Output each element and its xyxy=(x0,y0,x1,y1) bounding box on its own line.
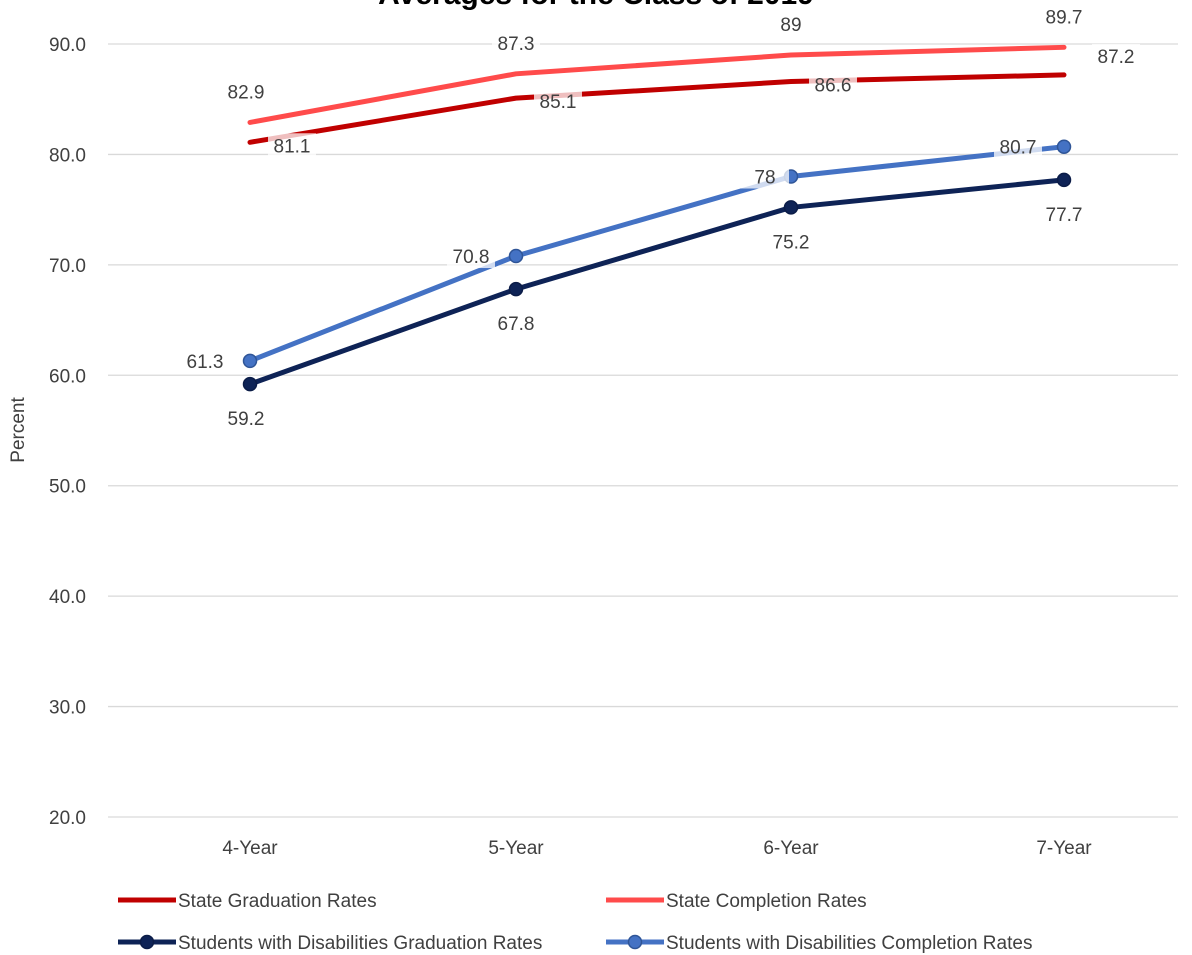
legend-label: State Completion Rates xyxy=(666,891,867,912)
data-label: 85.1 xyxy=(540,92,577,113)
data-point xyxy=(242,376,258,392)
data-label: 67.8 xyxy=(498,314,535,335)
y-tick-label: 50.0 xyxy=(49,477,86,498)
x-tick-label: 4-Year xyxy=(222,838,278,859)
data-label-bg xyxy=(1040,4,1088,29)
data-point xyxy=(508,281,524,297)
data-label: 80.7 xyxy=(1000,138,1037,159)
data-label-bg xyxy=(767,229,815,254)
data-point xyxy=(508,248,524,264)
data-label-bg xyxy=(492,311,540,336)
gridlines xyxy=(108,43,1178,818)
data-point xyxy=(783,200,799,215)
data-point xyxy=(1056,139,1072,154)
data-label-bg xyxy=(492,30,540,55)
data-point xyxy=(1056,172,1072,188)
y-axis-ticks: 20.0 30.0 40.0 50.0 60.0 70.0 80.0 90.0 xyxy=(49,35,86,829)
data-label-bg xyxy=(222,406,270,431)
data-labels: 81.1 85.1 86.6 87.2 82.9 87.3 89 89.7 59.2 67.8 75… xyxy=(181,4,1140,431)
x-tick-label: 5-Year xyxy=(488,838,544,859)
series-line xyxy=(247,72,1067,145)
y-tick-label: 70.0 xyxy=(49,256,86,277)
data-label: 89 xyxy=(780,15,801,36)
data-label-bg xyxy=(534,89,582,114)
x-tick-label: 7-Year xyxy=(1036,838,1092,859)
data-label: 78 xyxy=(754,168,775,189)
data-label-bg xyxy=(268,133,316,158)
data-label: 89.7 xyxy=(1046,7,1083,28)
data-label: 81.1 xyxy=(274,136,311,157)
data-label: 87.3 xyxy=(498,34,535,55)
y-tick-label: 60.0 xyxy=(49,366,86,387)
data-label-bg xyxy=(741,164,789,189)
data-point xyxy=(242,353,258,369)
legend-marker xyxy=(627,934,643,950)
legend-label: State Graduation Rates xyxy=(178,891,377,912)
y-tick-label: 30.0 xyxy=(49,698,86,719)
data-label: 87.2 xyxy=(1098,47,1135,68)
x-axis-ticks: 4-Year 5-Year 6-Year 7-Year xyxy=(222,838,1092,859)
legend-label: Students with Disabilities Completion Ra… xyxy=(666,933,1032,954)
data-label: 82.9 xyxy=(228,82,265,103)
data-label-bg xyxy=(994,134,1042,159)
data-label-bg xyxy=(1040,201,1088,226)
y-tick-label: 80.0 xyxy=(49,145,86,166)
data-label: 61.3 xyxy=(187,352,224,373)
data-label-bg xyxy=(1092,43,1140,68)
data-label-bg xyxy=(181,348,229,373)
legend-marker xyxy=(139,934,155,950)
data-label: 70.8 xyxy=(453,247,490,268)
series-line xyxy=(247,44,1067,125)
series-lines xyxy=(242,44,1072,392)
y-tick-label: 20.0 xyxy=(49,808,86,829)
data-label-bg xyxy=(447,244,495,269)
data-label: 75.2 xyxy=(773,232,810,253)
x-tick-label: 6-Year xyxy=(763,838,819,859)
y-tick-label: 90.0 xyxy=(49,35,86,56)
data-label: 59.2 xyxy=(228,409,265,430)
data-label-bg xyxy=(767,12,815,37)
legend-label: Students with Disabilities Graduation Ra… xyxy=(178,933,542,954)
legend: State Graduation Rates State Completion R… xyxy=(118,891,1032,954)
y-axis-title: Percent xyxy=(8,397,29,463)
data-label-bg xyxy=(222,79,270,104)
chart-title: Averages for the Class of 2019 xyxy=(378,0,814,11)
data-label: 77.7 xyxy=(1046,205,1083,226)
data-label: 86.6 xyxy=(815,76,852,97)
y-tick-label: 40.0 xyxy=(49,587,86,608)
series-line xyxy=(247,177,1067,387)
series-line xyxy=(247,144,1067,364)
data-label-bg xyxy=(809,72,857,97)
